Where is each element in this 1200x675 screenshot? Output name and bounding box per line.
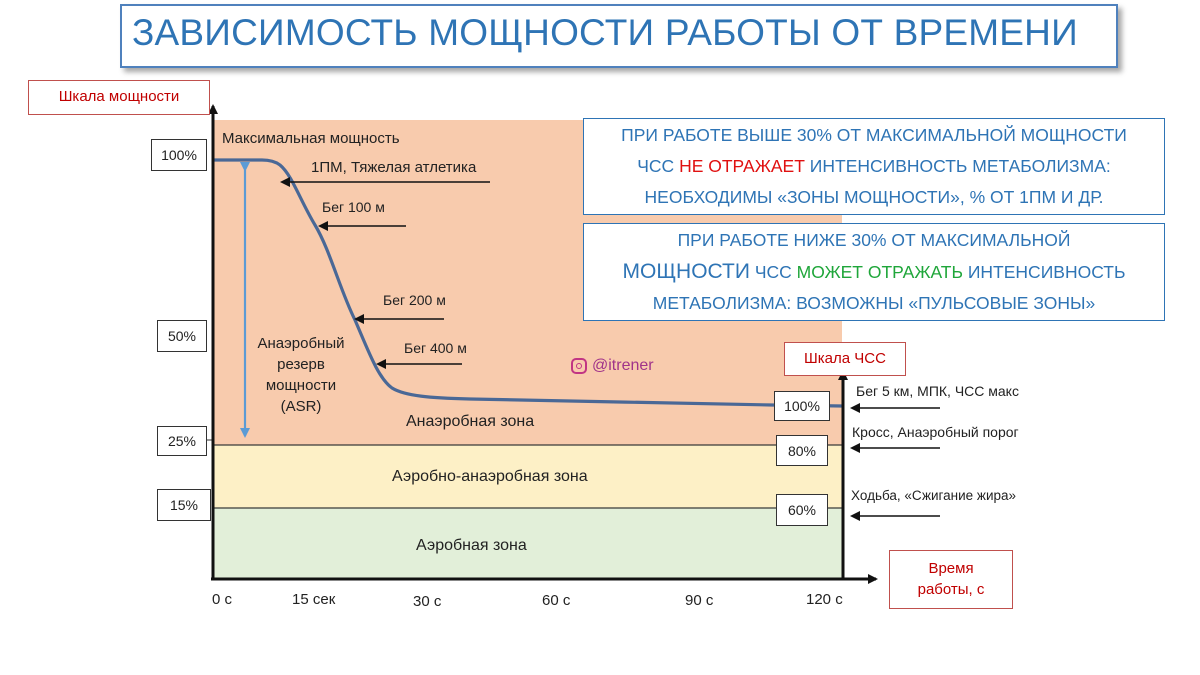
asr-line-1: Анаэробный xyxy=(257,335,345,352)
tick-30: 30 с xyxy=(413,593,442,610)
tick-120: 120 с xyxy=(806,591,843,608)
hr-level-100: 100% xyxy=(774,391,830,421)
mixed-zone xyxy=(214,445,842,508)
tick-15: 15 сек xyxy=(292,591,336,608)
event-run400-label: Бег 400 м xyxy=(404,340,467,356)
power-level-25: 25% xyxy=(157,426,207,456)
info1-line3: НЕОБХОДИМЫ «ЗОНЫ МОЩНОСТИ», % ОТ 1ПМ И Д… xyxy=(644,187,1104,207)
time-label: Время работы, с xyxy=(889,550,1013,609)
hr-level-80: 80% xyxy=(776,435,828,466)
asr-line-3: мощности xyxy=(265,377,337,394)
max-power-label: Максимальная мощность xyxy=(222,130,400,147)
tick-0: 0 с xyxy=(212,591,233,608)
info1-line2-red: НЕ ОТРАЖАЕТ xyxy=(679,156,805,176)
mixed-zone-label: Аэробно-анаэробная зона xyxy=(392,468,588,485)
info-box-above-30: ПРИ РАБОТЕ ВЫШЕ 30% ОТ МАКСИМАЛЬНОЙ МОЩН… xyxy=(583,118,1165,215)
info2-line2: МОЩНОСТИ ЧСС МОЖЕТ ОТРАЖАТЬ ИНТЕНСИВНОСТ… xyxy=(584,256,1164,288)
watermark-text: @itrener xyxy=(592,357,654,374)
info2-line1: ПРИ РАБОТЕ НИЖЕ 30% ОТ МАКСИМАЛЬНОЙ xyxy=(677,230,1071,250)
info1-line1: ПРИ РАБОТЕ ВЫШЕ 30% ОТ МАКСИМАЛЬНОЙ МОЩН… xyxy=(621,125,1127,145)
info2-line3: МЕТАБОЛИЗМА: ВОЗМОЖНЫ «ПУЛЬСОВЫЕ ЗОНЫ» xyxy=(652,293,1096,313)
info1-line2: ЧСС НЕ ОТРАЖАЕТ ИНТЕНСИВНОСТЬ МЕТАБОЛИЗМ… xyxy=(584,151,1164,182)
hr-event-cross: Кросс, Анаэробный порог xyxy=(852,424,1019,440)
info1-line2-pre: ЧСС xyxy=(637,156,675,176)
title-box xyxy=(120,4,1118,68)
anaerobic-zone-label: Анаэробная зона xyxy=(406,413,535,430)
power-level-50: 50% xyxy=(157,320,207,352)
power-level-15: 15% xyxy=(157,489,211,521)
info-box-below-30: ПРИ РАБОТЕ НИЖЕ 30% ОТ МАКСИМАЛЬНОЙ МОЩН… xyxy=(583,223,1165,321)
event-rm-label: 1ПМ, Тяжелая атлетика xyxy=(311,159,477,176)
power-scale-label: Шкала мощности xyxy=(28,80,210,115)
tick-90: 90 с xyxy=(685,592,714,609)
hr-event-run5k: Бег 5 км, МПК, ЧСС макс xyxy=(856,383,1019,399)
aerobic-zone-label: Аэробная зона xyxy=(416,537,527,554)
info2-line2-post: ИНТЕНСИВНОСТЬ xyxy=(967,262,1126,282)
asr-label: Анаэробный резерв мощности (ASR) xyxy=(246,333,356,417)
aerobic-zone xyxy=(214,508,842,578)
asr-line-2: резерв xyxy=(277,356,325,373)
time-label-line2: работы, с xyxy=(917,580,985,598)
event-run200-label: Бег 200 м xyxy=(383,292,446,308)
hr-scale-label: Шкала ЧСС xyxy=(784,342,906,376)
instagram-icon xyxy=(571,358,587,374)
power-curve xyxy=(214,158,843,408)
hr-level-60: 60% xyxy=(776,494,828,526)
info2-line2-mid: ЧСС xyxy=(754,262,792,282)
info2-line2-green: МОЖЕТ ОТРАЖАТЬ xyxy=(796,262,963,282)
info2-line2-big: МОЩНОСТИ xyxy=(622,260,750,283)
time-label-line1: Время xyxy=(928,560,974,578)
power-level-100: 100% xyxy=(151,139,207,171)
page-title: ЗАВИСИМОСТЬ МОЩНОСТИ РАБОТЫ ОТ ВРЕМЕНИ xyxy=(132,12,1078,53)
tick-60: 60 с xyxy=(542,592,571,609)
info1-line2-post: ИНТЕНСИВНОСТЬ МЕТАБОЛИЗМА: xyxy=(809,156,1111,176)
watermark: @itrener xyxy=(571,357,654,375)
event-run100-label: Бег 100 м xyxy=(322,199,385,215)
hr-event-walk: Ходьба, «Сжигание жира» xyxy=(851,488,1017,503)
asr-line-4: (ASR) xyxy=(280,398,322,415)
